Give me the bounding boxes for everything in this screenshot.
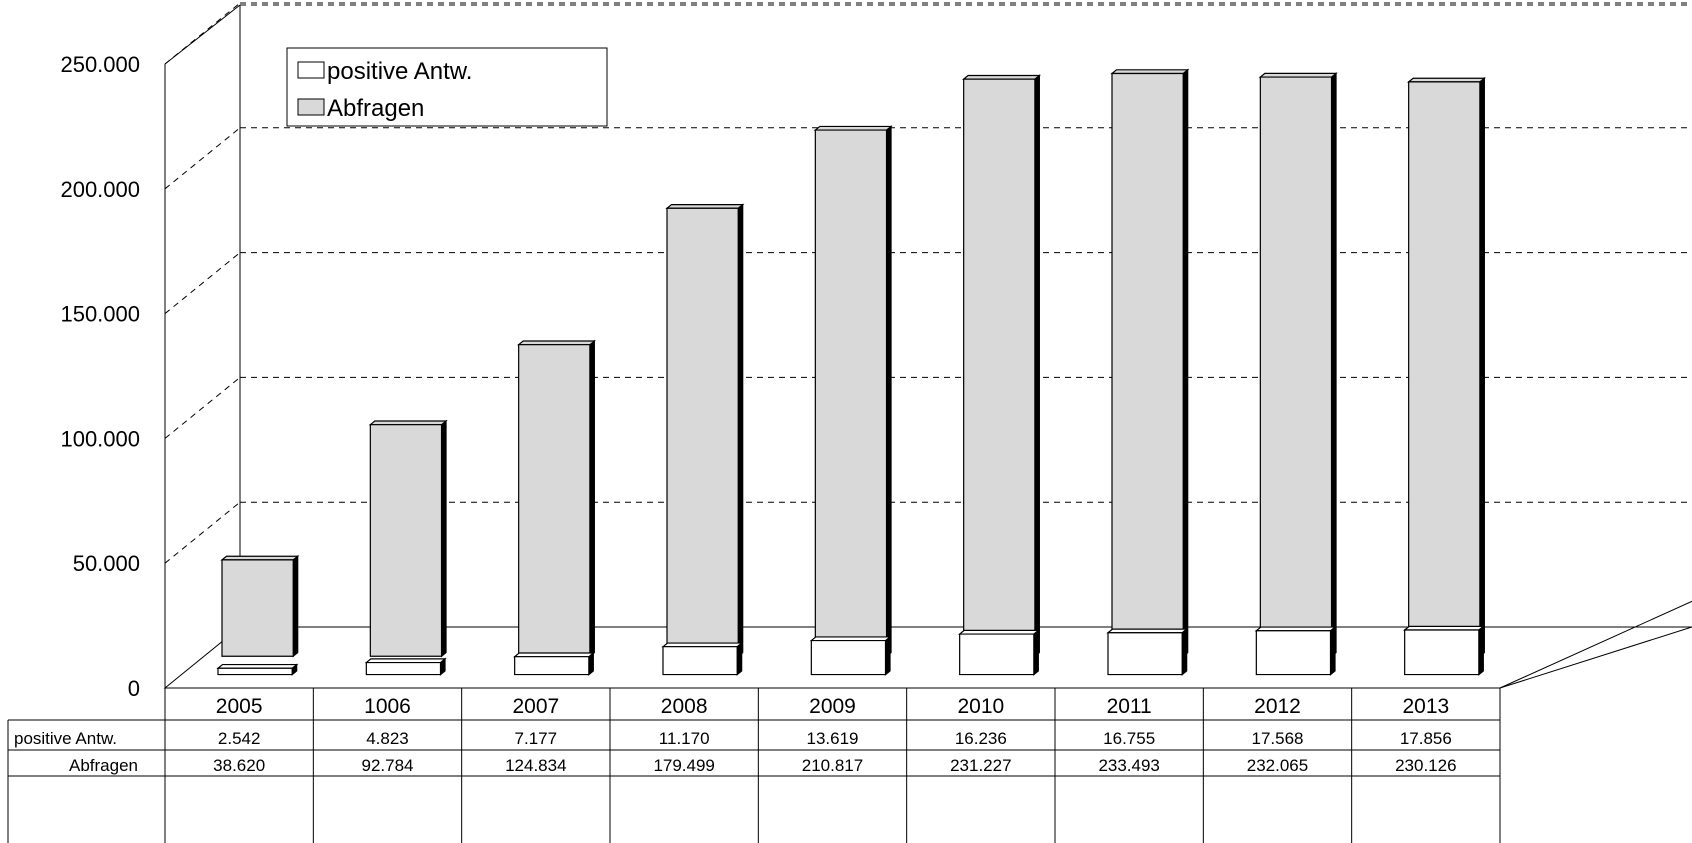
gridline-side <box>164 501 241 564</box>
bar-positive-antw <box>216 663 299 676</box>
table-cell: 231.227 <box>950 756 1011 775</box>
bar-abfragen-front <box>1111 72 1184 657</box>
bar-positive-antw-front <box>662 646 738 676</box>
bar-positive-antw-side <box>1033 629 1039 676</box>
bar-positive-antw <box>1402 625 1486 676</box>
bar-abfragen-side <box>292 554 299 658</box>
table-cell: 7.177 <box>515 729 558 748</box>
gridline-side <box>164 252 241 314</box>
y-tick-label: 150.000 <box>60 302 140 327</box>
y-tick-label: 100.000 <box>60 426 140 451</box>
bar-positive-antw-front <box>514 656 590 676</box>
bar-positive-antw <box>661 641 744 676</box>
y-tick-label: 50.000 <box>73 551 140 576</box>
bar-abfragen-side <box>1330 72 1337 658</box>
bar-positive-antw-front <box>1107 632 1183 676</box>
bar-abfragen-front <box>518 344 591 657</box>
bar-positive-antw-side <box>884 635 891 676</box>
bar-abfragen-side <box>440 419 447 658</box>
bar-positive-antw-side <box>1329 625 1336 676</box>
bar-abfragen-front <box>221 559 294 657</box>
legend-box <box>286 47 608 127</box>
bar-positive-antw <box>957 629 1041 676</box>
bar-positive-antw-front <box>1255 630 1332 676</box>
legend-swatch <box>297 61 325 79</box>
legend-swatch <box>297 98 325 116</box>
x-tick-label: 2011 <box>1107 695 1152 718</box>
bar-abfragen-front <box>963 78 1036 657</box>
table-cell: 124.834 <box>505 756 566 775</box>
bar-abfragen-front <box>814 129 888 657</box>
y-tick-label: 200.000 <box>60 177 140 202</box>
bar-positive-antw-front <box>810 639 887 676</box>
table-cell: 2.542 <box>218 729 261 748</box>
gridline-side <box>164 2 241 65</box>
bar-abfragen-front <box>369 424 443 657</box>
table-cell: 233.493 <box>1098 756 1159 775</box>
x-tick-label: 2010 <box>957 695 1004 718</box>
bar-abfragen-side <box>1034 74 1040 658</box>
bar-abfragen <box>813 125 893 658</box>
table-cell: 210.817 <box>802 756 863 775</box>
legend-label: positive Antw. <box>327 58 472 85</box>
bar-abfragen-side <box>1182 68 1189 658</box>
bar-positive-antw <box>364 657 447 676</box>
x-tick-label: 2005 <box>216 695 263 718</box>
bar-abfragen-front <box>666 207 739 657</box>
table-cell: 232.065 <box>1247 756 1308 775</box>
bar-positive-antw-front <box>365 661 442 676</box>
gridline-side <box>164 377 241 439</box>
bar-positive-antw-side <box>1478 625 1484 676</box>
bar-positive-antw <box>1106 627 1189 676</box>
x-tick-label: 2009 <box>809 695 856 718</box>
bar-positive-antw-front <box>1404 629 1480 676</box>
bar-abfragen <box>1406 76 1487 658</box>
table-cell: 38.620 <box>213 756 265 775</box>
bar-abfragen <box>1258 72 1338 658</box>
bar-positive-antw <box>809 635 892 676</box>
bar-abfragen-side <box>737 203 744 658</box>
gridline-side <box>164 127 241 190</box>
bar-abfragen <box>368 419 448 658</box>
x-tick-label: 2008 <box>661 695 708 718</box>
bar-positive-antw <box>1254 625 1337 676</box>
bar-positive-antw-side <box>1181 627 1188 676</box>
bar-abfragen <box>220 554 300 658</box>
table-cell: 92.784 <box>362 756 414 775</box>
bar-abfragen-side <box>589 339 595 658</box>
table-cell: 230.126 <box>1395 756 1456 775</box>
floor-right-edge <box>1499 600 1692 689</box>
table-cell: 179.499 <box>653 756 714 775</box>
bar-abfragen-side <box>885 125 892 658</box>
table-row-label: Abfragen <box>69 756 138 775</box>
bar-positive-antw-front <box>959 633 1035 676</box>
legend-label: Abfragen <box>327 95 424 122</box>
bar-abfragen-front <box>1259 76 1333 657</box>
bar-abfragen <box>961 74 1042 658</box>
bar-abfragen-side <box>1479 76 1485 658</box>
bar-positive-antw-front <box>217 667 293 676</box>
table-cell: 4.823 <box>366 729 409 748</box>
bar-abfragen <box>665 203 745 658</box>
table-cell: 11.170 <box>659 729 710 748</box>
x-tick-label: 2013 <box>1402 695 1449 718</box>
table-cell: 17.856 <box>1400 729 1452 748</box>
y-tick-label: 0 <box>128 676 140 701</box>
bar-positive-antw-side <box>736 641 743 676</box>
y-tick-label: 250.000 <box>60 52 140 77</box>
x-tick-label: 2007 <box>512 695 559 718</box>
table-cell: 13.619 <box>807 729 859 748</box>
bar-abfragen <box>516 339 597 658</box>
table-cell: 16.236 <box>955 729 1007 748</box>
table-cell: 16.755 <box>1103 729 1155 748</box>
bar-positive-antw <box>512 651 596 676</box>
table-row-label: positive Antw. <box>14 729 117 748</box>
table-cell: 17.568 <box>1252 729 1304 748</box>
bar-abfragen-front <box>1408 81 1481 657</box>
x-tick-label: 2012 <box>1254 695 1301 718</box>
x-tick-label: 1006 <box>364 695 411 718</box>
bar-abfragen <box>1110 68 1190 658</box>
